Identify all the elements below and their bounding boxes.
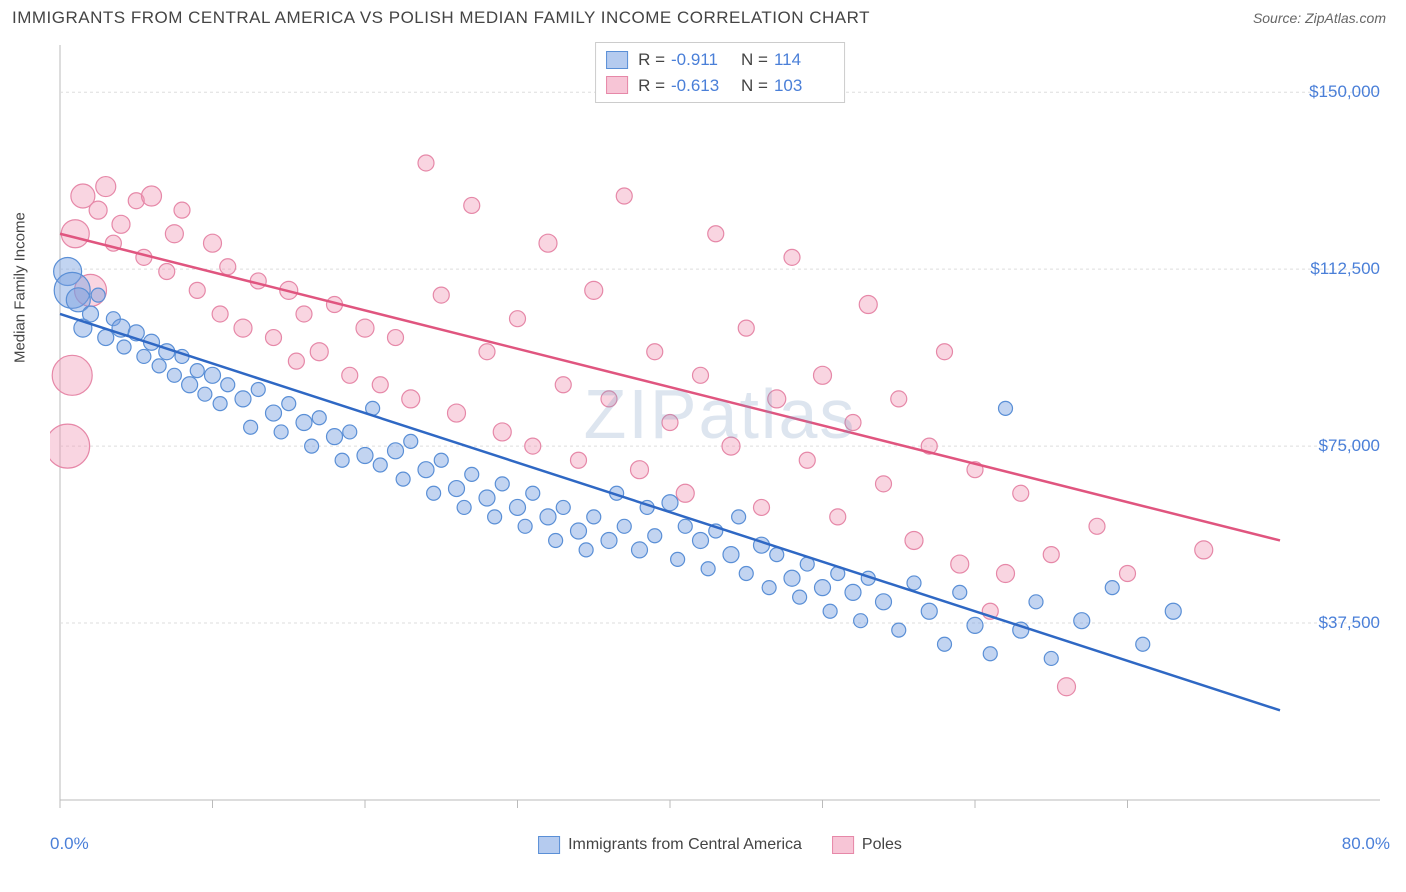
source-name: ZipAtlas.com [1305, 10, 1386, 26]
x-axis-min-label: 0.0% [50, 834, 89, 854]
scatter-plot: $37,500 $75,000 $112,500 $150,000 [50, 40, 1390, 820]
y-axis-label: Median Family Income [12, 212, 29, 363]
legend-label-1: Poles [862, 836, 902, 854]
chart-source: Source: ZipAtlas.com [1253, 10, 1386, 26]
svg-text:$37,500: $37,500 [1319, 613, 1380, 632]
r-value-1: -0.613 [671, 73, 731, 99]
r-value-0: -0.911 [671, 47, 731, 73]
series-swatch-1 [606, 76, 628, 94]
correlation-row-1: R = -0.613 N = 103 [606, 73, 834, 99]
n-value-1: 103 [774, 73, 834, 99]
correlation-legend: R = -0.911 N = 114 R = -0.613 N = 103 [595, 42, 845, 103]
chart-title: IMMIGRANTS FROM CENTRAL AMERICA VS POLIS… [12, 8, 870, 28]
r-label-0: R = [638, 47, 665, 73]
svg-text:$112,500: $112,500 [1310, 259, 1380, 278]
n-label-0: N = [741, 47, 768, 73]
n-value-0: 114 [774, 47, 834, 73]
x-axis-max-label: 80.0% [1342, 834, 1390, 854]
series-swatch-0 [606, 51, 628, 69]
svg-text:$150,000: $150,000 [1309, 82, 1380, 101]
legend-swatch-0 [538, 836, 560, 854]
legend-item-0: Immigrants from Central America [538, 836, 802, 854]
chart-header: IMMIGRANTS FROM CENTRAL AMERICA VS POLIS… [0, 0, 1406, 32]
n-label-1: N = [741, 73, 768, 99]
chart-area: $37,500$75,000$112,500$150,000 ZIPatlas … [50, 40, 1390, 820]
series-legend: Immigrants from Central America Poles [538, 836, 902, 854]
legend-swatch-1 [832, 836, 854, 854]
r-label-1: R = [638, 73, 665, 99]
svg-text:$75,000: $75,000 [1319, 436, 1380, 455]
legend-item-1: Poles [832, 836, 902, 854]
source-label: Source: [1253, 10, 1305, 26]
legend-label-0: Immigrants from Central America [568, 836, 802, 854]
correlation-row-0: R = -0.911 N = 114 [606, 47, 834, 73]
